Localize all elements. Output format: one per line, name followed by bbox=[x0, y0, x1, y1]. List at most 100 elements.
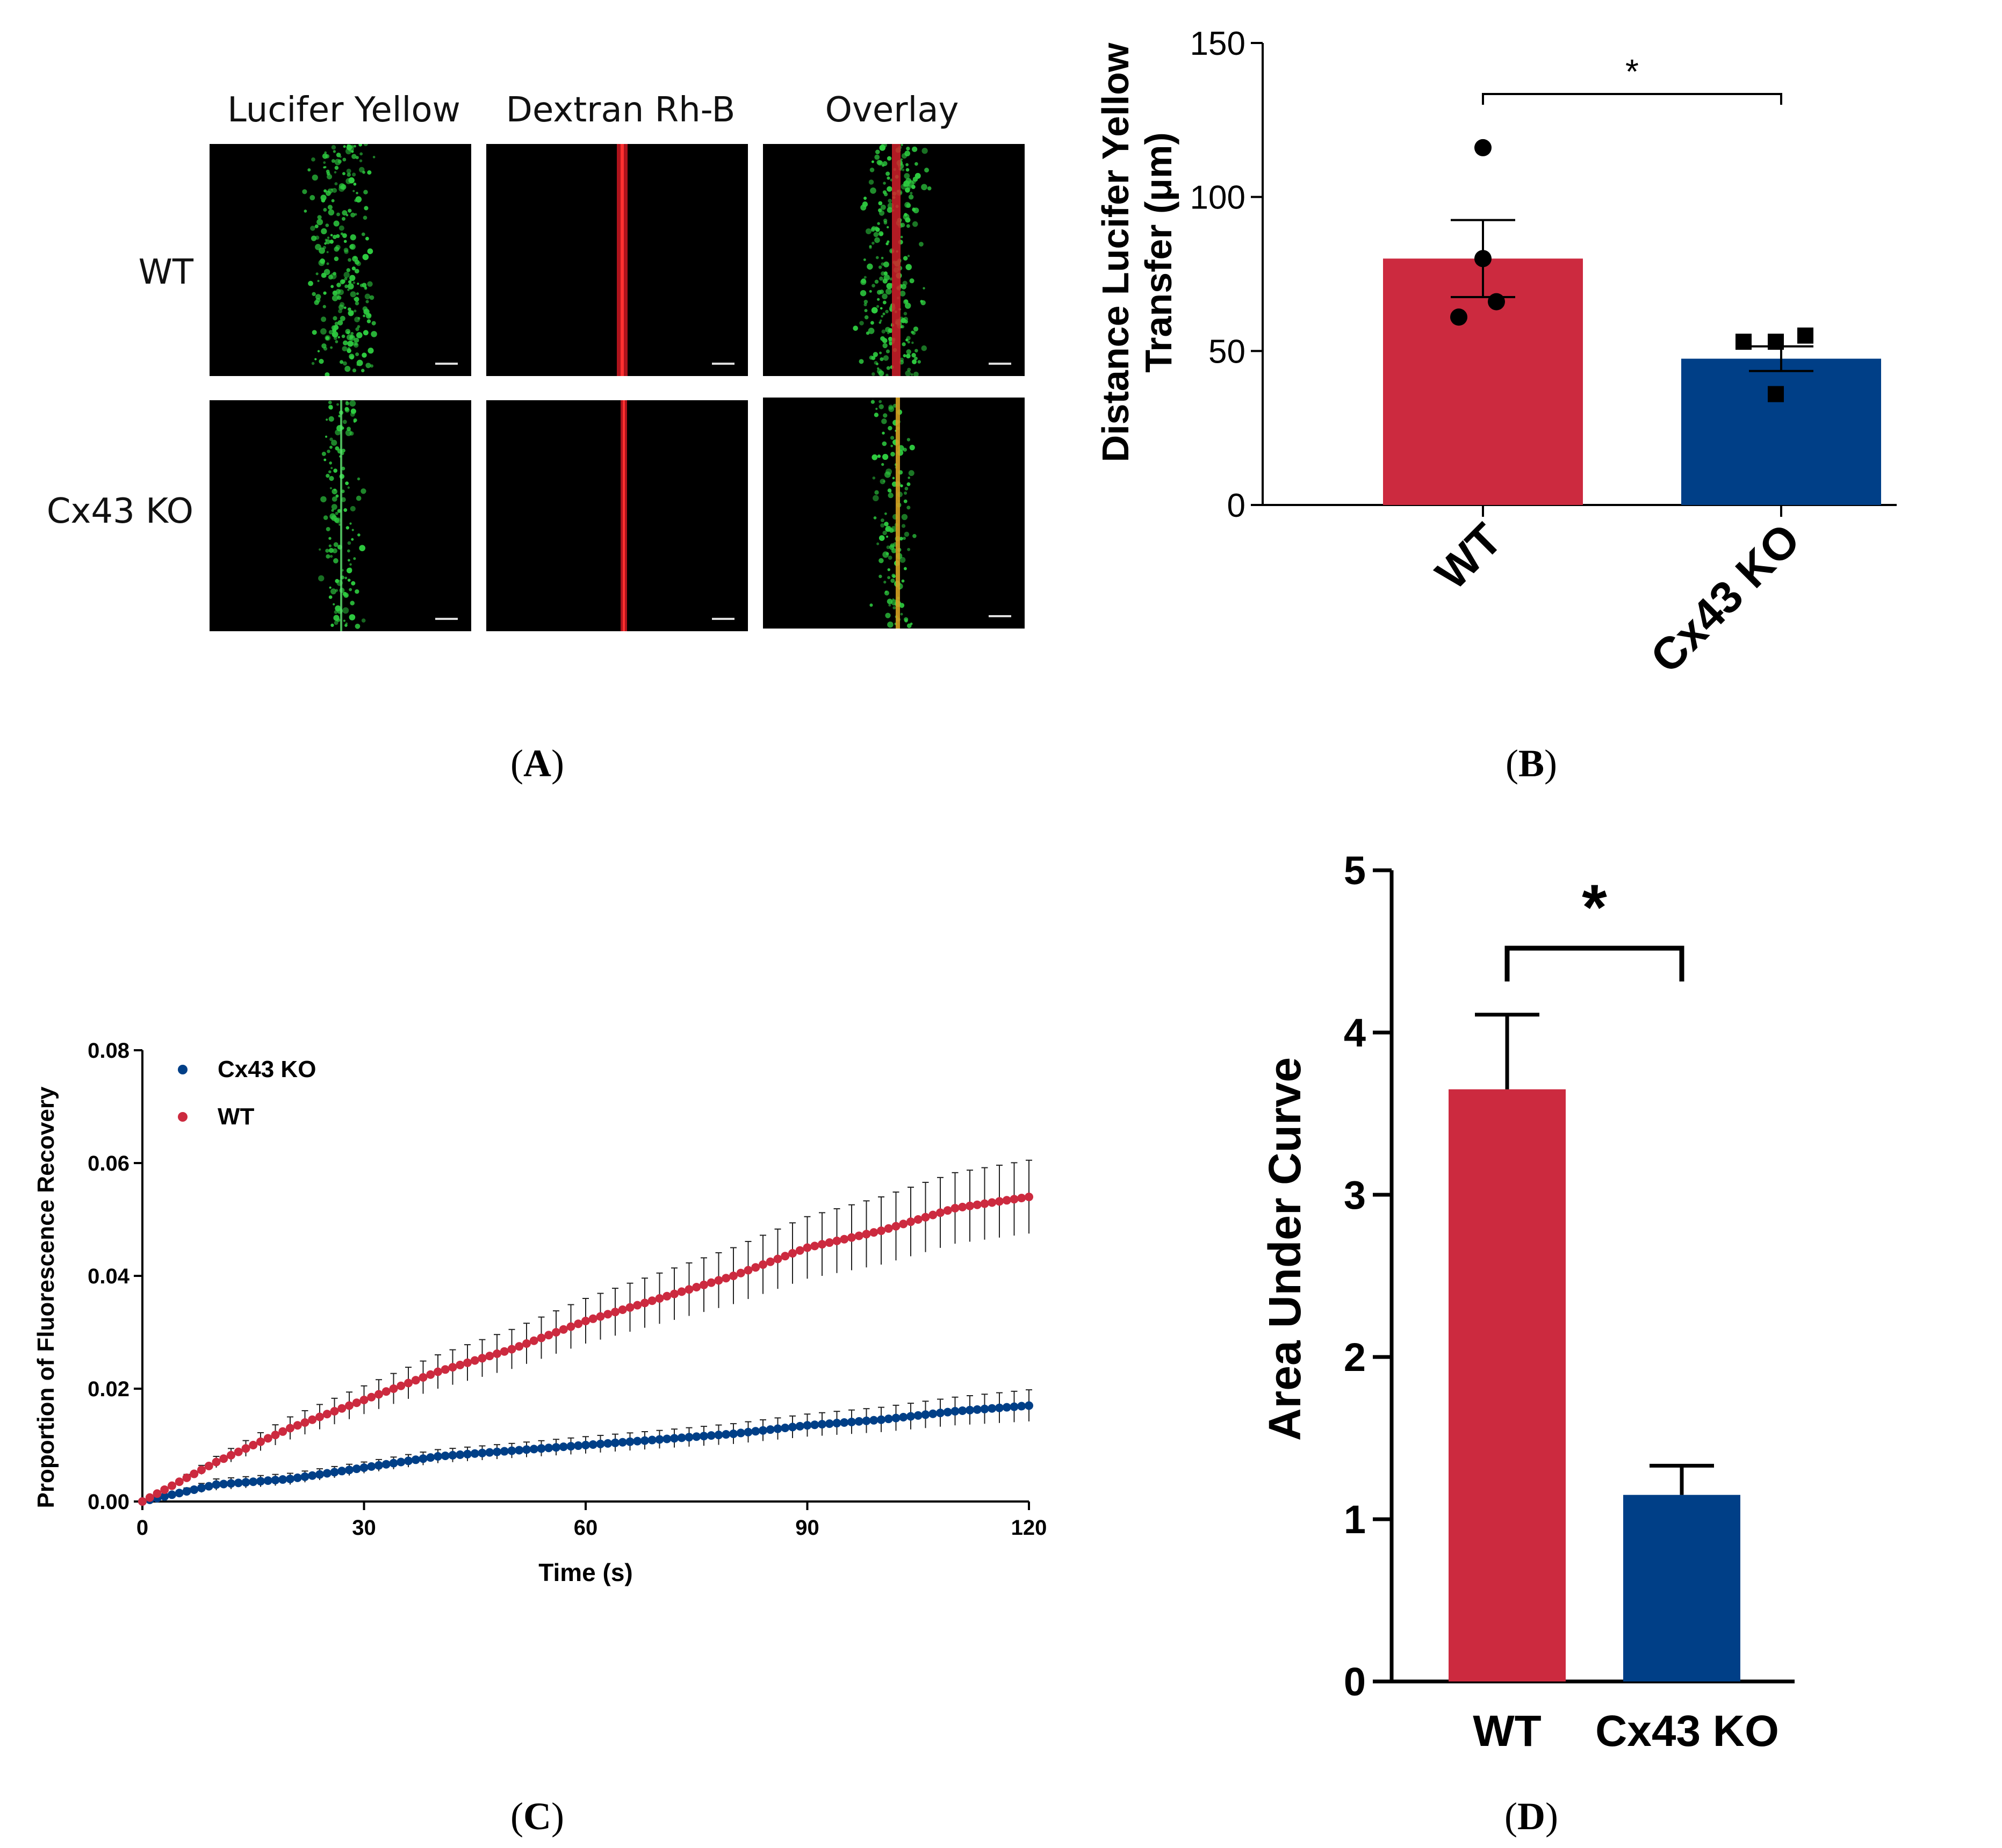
point-c-1-110 bbox=[950, 1204, 960, 1212]
point-c-1-100 bbox=[877, 1226, 885, 1235]
point-c-0-115 bbox=[988, 1404, 997, 1413]
point-c-1-101 bbox=[884, 1224, 893, 1233]
y-tick-label-b-50: 50 bbox=[1208, 333, 1245, 370]
point-c-0-17 bbox=[263, 1476, 272, 1485]
point-c-1-41 bbox=[441, 1365, 450, 1374]
point-c-1-19 bbox=[278, 1427, 287, 1436]
micrograph-wt-dextran bbox=[486, 144, 748, 376]
point-c-0-77 bbox=[707, 1431, 716, 1440]
point-c-1-68 bbox=[640, 1298, 649, 1308]
point-c-1-72 bbox=[670, 1289, 679, 1298]
point-c-0-67 bbox=[633, 1436, 642, 1446]
point-c-0-92 bbox=[818, 1420, 826, 1429]
row-label-cx43ko: Cx43 KO bbox=[46, 492, 193, 531]
point-c-1-14 bbox=[241, 1444, 250, 1453]
point-c-1-63 bbox=[603, 1310, 613, 1319]
col-title-lucifer-yellow: Lucifer Yellow bbox=[227, 90, 460, 130]
point-c-1-54 bbox=[537, 1333, 546, 1342]
point-c-0-16 bbox=[256, 1477, 265, 1486]
point-c-0-109 bbox=[943, 1407, 952, 1417]
point-c-1-84 bbox=[759, 1260, 767, 1269]
point-c-0-70 bbox=[655, 1435, 664, 1444]
point-c-0-71 bbox=[662, 1434, 672, 1443]
x-tick-label-d-0: WT bbox=[1473, 1707, 1541, 1756]
point-c-1-104 bbox=[906, 1217, 915, 1226]
legend-label-c-0: Cx43 KO bbox=[218, 1056, 316, 1082]
point-c-0-6 bbox=[182, 1487, 191, 1496]
point-c-0-65 bbox=[618, 1438, 627, 1447]
y-axis-label-c: Proportion of Fluorescence Recovery bbox=[33, 1086, 59, 1508]
bar-b-0 bbox=[1383, 258, 1583, 505]
point-c-1-79 bbox=[722, 1274, 731, 1283]
point-c-1-34 bbox=[389, 1384, 398, 1393]
point-c-1-55 bbox=[544, 1331, 553, 1340]
point-c-0-28 bbox=[345, 1466, 354, 1475]
point-c-0-106 bbox=[921, 1410, 930, 1419]
point-c-1-26 bbox=[330, 1407, 339, 1416]
point-c-1-95 bbox=[840, 1235, 849, 1244]
x-axis-label-c: Time (s) bbox=[538, 1558, 633, 1586]
point-c-1-27 bbox=[337, 1404, 347, 1413]
point-c-0-41 bbox=[441, 1451, 450, 1460]
point-b-ko-0 bbox=[1735, 334, 1752, 350]
point-b-ko-1 bbox=[1768, 334, 1784, 350]
point-c-1-76 bbox=[700, 1280, 708, 1289]
legend-marker-c-1 bbox=[178, 1112, 188, 1122]
y-axis-label-b-line2: Transfer (μm) bbox=[1137, 132, 1179, 372]
point-c-1-51 bbox=[515, 1342, 524, 1351]
bar-d-1 bbox=[1623, 1495, 1740, 1681]
point-c-0-59 bbox=[574, 1441, 583, 1450]
point-c-1-10 bbox=[212, 1457, 221, 1467]
point-c-0-15 bbox=[249, 1477, 258, 1486]
point-c-1-49 bbox=[500, 1347, 509, 1356]
point-c-0-25 bbox=[322, 1469, 332, 1478]
point-c-0-40 bbox=[434, 1452, 442, 1461]
point-c-1-78 bbox=[714, 1276, 723, 1285]
point-c-1-24 bbox=[315, 1412, 324, 1421]
point-c-0-58 bbox=[566, 1442, 575, 1451]
point-c-1-91 bbox=[810, 1241, 819, 1251]
point-c-1-33 bbox=[381, 1387, 391, 1396]
point-b-wt-0 bbox=[1474, 139, 1492, 156]
y-tick-label-d-4: 4 bbox=[1344, 1010, 1366, 1055]
point-c-1-77 bbox=[707, 1278, 716, 1287]
x-tick-label-c-60: 60 bbox=[574, 1516, 598, 1540]
point-c-1-29 bbox=[352, 1398, 361, 1407]
point-c-0-100 bbox=[877, 1415, 885, 1424]
point-c-0-39 bbox=[426, 1453, 435, 1462]
point-c-1-88 bbox=[788, 1249, 797, 1258]
point-c-0-112 bbox=[966, 1405, 974, 1414]
point-c-0-61 bbox=[588, 1440, 597, 1449]
point-c-0-102 bbox=[891, 1413, 901, 1423]
point-c-0-12 bbox=[227, 1479, 235, 1488]
point-c-0-7 bbox=[190, 1485, 199, 1494]
point-b-wt-3 bbox=[1488, 293, 1505, 311]
point-c-0-60 bbox=[581, 1441, 590, 1449]
point-c-0-14 bbox=[241, 1478, 250, 1487]
point-c-0-49 bbox=[500, 1447, 509, 1456]
point-c-0-22 bbox=[300, 1472, 309, 1481]
y-tick-label-c-0.00: 0.00 bbox=[88, 1490, 129, 1514]
point-c-1-87 bbox=[781, 1252, 790, 1261]
caption-c: (C) bbox=[510, 1795, 564, 1838]
point-c-0-81 bbox=[736, 1428, 745, 1438]
point-c-1-17 bbox=[263, 1434, 272, 1443]
point-c-1-102 bbox=[891, 1222, 901, 1231]
point-c-0-55 bbox=[544, 1443, 553, 1453]
point-c-0-24 bbox=[315, 1470, 324, 1479]
point-c-1-11 bbox=[219, 1454, 228, 1463]
point-c-1-109 bbox=[943, 1206, 952, 1215]
point-c-0-97 bbox=[854, 1417, 863, 1426]
chart-c: 0.00 0.02 0.04 0.06 0.08 0 30 60 90 120 Time (s) Pr… bbox=[33, 1039, 1047, 1586]
point-c-0-29 bbox=[352, 1464, 361, 1474]
point-c-1-58 bbox=[566, 1322, 575, 1331]
point-c-1-40 bbox=[434, 1367, 442, 1376]
point-c-0-35 bbox=[397, 1457, 406, 1467]
point-c-0-63 bbox=[603, 1439, 613, 1448]
y-tick-label-d-3: 3 bbox=[1344, 1173, 1366, 1217]
point-c-0-76 bbox=[700, 1432, 708, 1441]
series-c-1 bbox=[138, 1159, 1033, 1506]
point-c-1-107 bbox=[928, 1210, 938, 1219]
point-c-0-51 bbox=[515, 1446, 524, 1455]
point-c-0-85 bbox=[766, 1425, 775, 1434]
